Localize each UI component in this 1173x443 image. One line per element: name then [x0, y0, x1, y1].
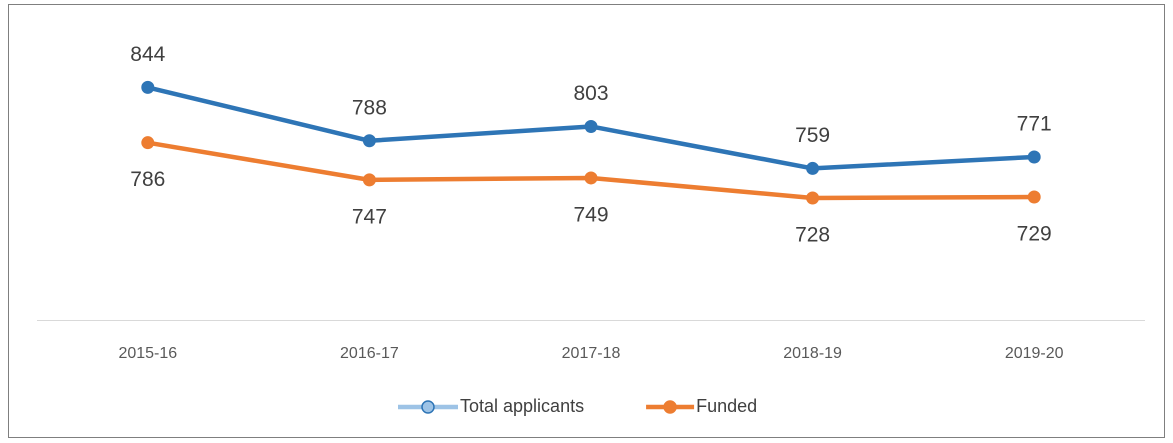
data-label: 729	[1017, 223, 1052, 246]
chart-border	[8, 4, 1165, 438]
data-label: 749	[573, 204, 608, 227]
data-point	[362, 134, 376, 148]
data-point	[141, 80, 155, 94]
data-label: 786	[130, 168, 165, 191]
data-point	[806, 191, 820, 205]
legend-marker	[421, 400, 435, 414]
legend-label: Funded	[696, 396, 757, 416]
data-label: 759	[795, 124, 830, 147]
data-point	[1027, 190, 1041, 204]
data-label: 788	[352, 96, 387, 119]
x-tick-label: 2019-20	[1005, 345, 1064, 362]
data-point	[806, 161, 820, 175]
data-point	[584, 119, 598, 133]
data-point	[362, 173, 376, 187]
data-label: 728	[795, 224, 830, 247]
data-point	[1027, 150, 1041, 164]
data-label: 771	[1017, 113, 1052, 136]
x-tick-label: 2017-18	[562, 345, 621, 362]
x-tick-label: 2018-19	[783, 345, 842, 362]
data-point	[584, 171, 598, 185]
x-tick-label: 2016-17	[340, 345, 399, 362]
legend-marker	[663, 400, 677, 414]
legend-label: Total applicants	[460, 396, 584, 416]
x-tick-label: 2015-16	[118, 345, 177, 362]
data-label: 803	[573, 82, 608, 105]
data-point	[141, 136, 155, 150]
data-label: 844	[130, 43, 165, 66]
data-label: 747	[352, 205, 387, 228]
